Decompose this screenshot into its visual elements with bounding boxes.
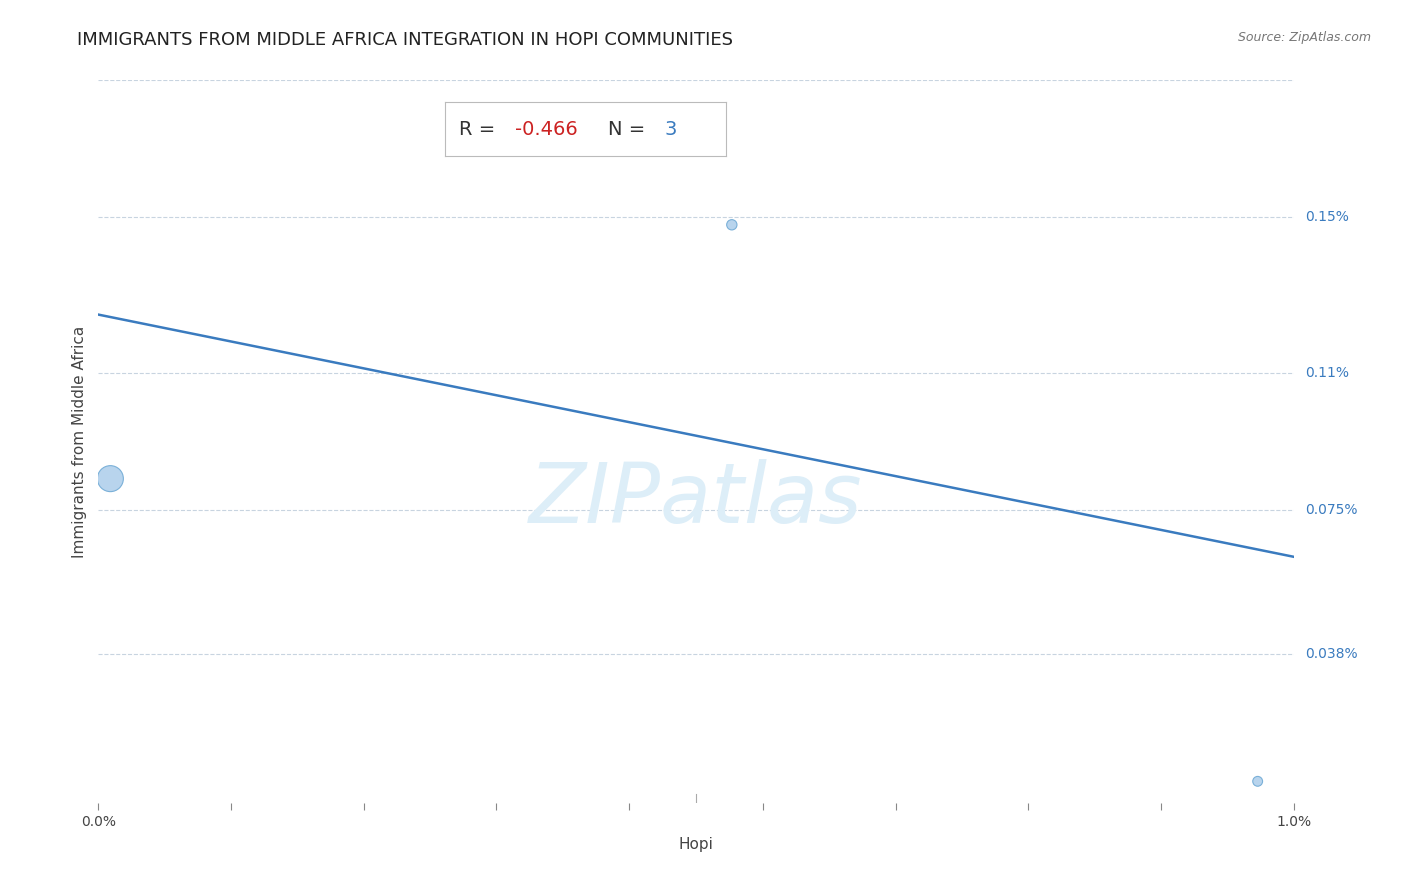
- Point: [1247, 774, 1270, 789]
- Text: ZIPatlas: ZIPatlas: [529, 458, 863, 540]
- Text: 0.11%: 0.11%: [1305, 367, 1348, 380]
- Point: [721, 218, 744, 232]
- Text: 0.038%: 0.038%: [1305, 648, 1357, 661]
- Text: 0.075%: 0.075%: [1305, 503, 1357, 516]
- X-axis label: Hopi: Hopi: [679, 837, 713, 852]
- Y-axis label: Immigrants from Middle Africa: Immigrants from Middle Africa: [72, 326, 87, 558]
- Text: 0.15%: 0.15%: [1305, 210, 1348, 224]
- Text: IMMIGRANTS FROM MIDDLE AFRICA INTEGRATION IN HOPI COMMUNITIES: IMMIGRANTS FROM MIDDLE AFRICA INTEGRATIO…: [77, 31, 734, 49]
- Point: [98, 472, 122, 486]
- Text: Source: ZipAtlas.com: Source: ZipAtlas.com: [1237, 31, 1371, 45]
